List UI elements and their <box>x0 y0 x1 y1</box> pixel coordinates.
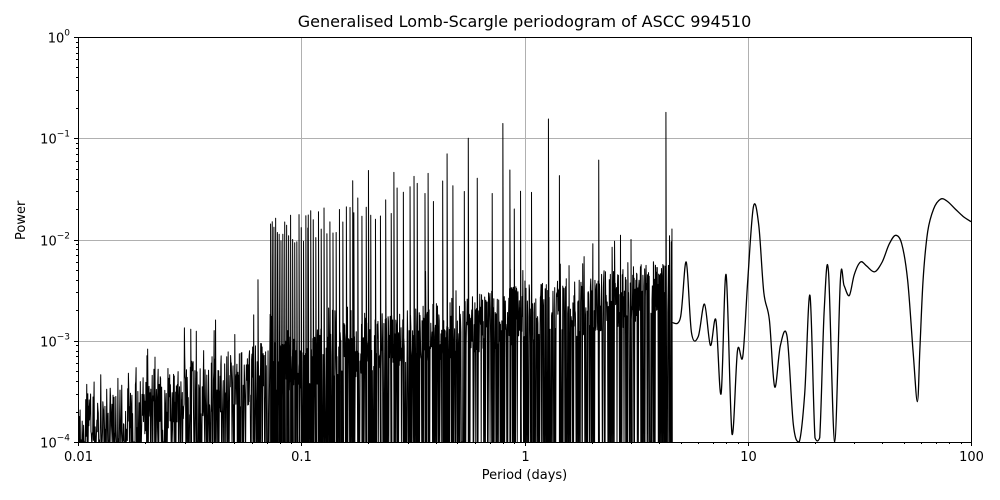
smooth-spectrum <box>672 198 971 442</box>
y-tick-label: 10−4 <box>40 434 70 452</box>
y-tick-label: 10−2 <box>40 232 70 250</box>
y-tick-label: 10−1 <box>40 130 70 148</box>
x-tick-label: 0.01 <box>64 450 93 465</box>
chart-title: Generalised Lomb-Scargle periodogram of … <box>297 12 752 31</box>
y-tick-label: 10−3 <box>40 333 70 351</box>
x-tick-label: 100 <box>959 450 984 465</box>
x-tick-label: 10 <box>740 450 757 465</box>
noisy-spectrum <box>78 111 673 442</box>
x-tick-label: 0.1 <box>291 450 312 465</box>
x-tick-label: 1 <box>521 450 529 465</box>
y-tick-label: 100 <box>48 29 71 47</box>
periodogram-line <box>78 111 971 442</box>
x-axis-label: Period (days) <box>481 468 568 483</box>
